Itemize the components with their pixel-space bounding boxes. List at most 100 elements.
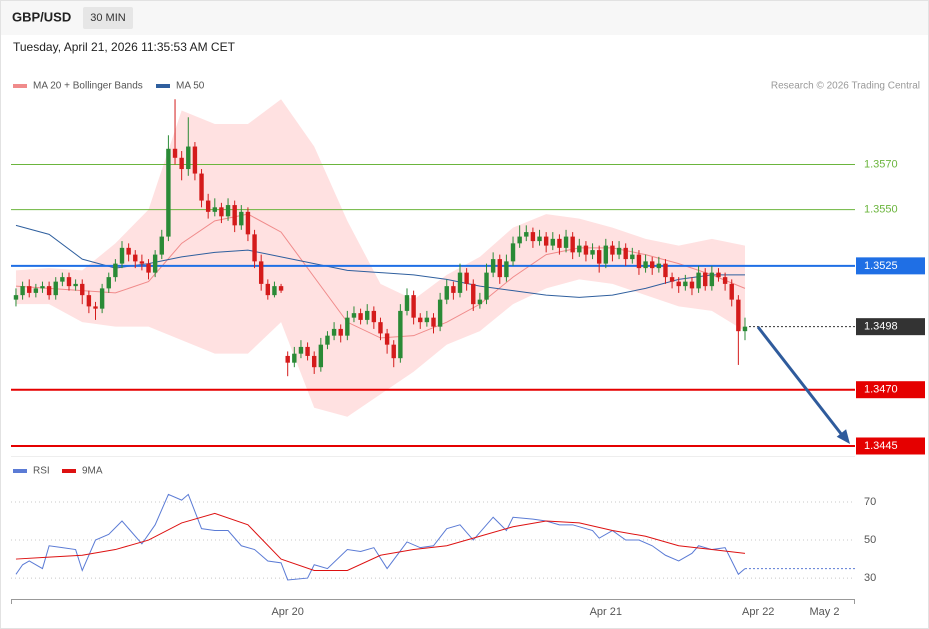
candle-body: [543, 236, 549, 246]
candle-body: [93, 306, 98, 309]
candle-body: [152, 254, 158, 273]
candle-body: [325, 335, 330, 345]
level-label: 1.3498: [864, 321, 898, 333]
candle-body: [126, 247, 131, 255]
candle-body: [60, 277, 65, 282]
candle-body: [40, 286, 45, 289]
candle-body: [331, 328, 337, 336]
candle-body: [630, 254, 635, 260]
candle-body: [285, 355, 290, 363]
candle-body: [80, 283, 85, 296]
x-tick-label: Apr 21: [590, 606, 622, 618]
candle-body: [418, 317, 423, 323]
candle-body: [451, 286, 456, 293]
x-tick-label: Apr 22: [742, 606, 774, 618]
candle-body: [729, 283, 734, 300]
candle-body: [510, 243, 516, 262]
candle-body: [530, 232, 536, 242]
timeframe: 30 MIN: [90, 12, 126, 24]
candle-body: [192, 146, 198, 174]
candle-body: [537, 236, 542, 242]
rsi-line: [15, 493, 746, 581]
candle-body: [663, 263, 668, 278]
legend-swatch: [13, 84, 27, 88]
candle-body: [179, 157, 184, 170]
candle-body: [404, 295, 410, 311]
forecast-arrow-head: [836, 429, 850, 444]
candle-body: [669, 277, 675, 282]
candle-body: [457, 272, 463, 293]
candle-body: [524, 232, 529, 237]
legend-swatch: [156, 84, 170, 88]
candle-body: [365, 310, 370, 320]
candle-body: [33, 288, 39, 293]
candle-body: [603, 245, 609, 264]
candle-body: [464, 272, 469, 284]
y-tick-label: 70: [864, 496, 876, 508]
candle-body: [166, 148, 171, 237]
candle-body: [431, 317, 436, 327]
candle-body: [437, 299, 443, 327]
candle-body: [650, 261, 655, 269]
candle-body: [338, 328, 343, 336]
candle-body: [46, 286, 52, 296]
candle-body: [616, 247, 622, 255]
x-tick-label: Apr 20: [271, 606, 303, 618]
candle-body: [471, 283, 476, 305]
timestamp: Tuesday, April 21, 2026 11:35:53 AM CET: [13, 40, 236, 54]
candle-body: [358, 313, 363, 320]
candle-body: [590, 250, 595, 255]
level-label: 1.3550: [864, 203, 898, 215]
candle-body: [444, 286, 449, 300]
candle-body: [636, 254, 642, 269]
candle-body: [27, 286, 32, 293]
candle-body: [272, 286, 277, 296]
x-tick-label: May 2: [810, 606, 840, 618]
candle-body: [139, 261, 145, 264]
y-tick-label: 30: [864, 572, 876, 584]
candle-body: [159, 236, 164, 255]
level-box: [856, 318, 925, 336]
legend-label: 9MA: [82, 466, 103, 477]
candle-body: [232, 205, 237, 226]
candle-body: [517, 236, 522, 244]
legend-swatch: [13, 469, 27, 473]
candle-body: [86, 295, 92, 307]
candle-body: [113, 263, 118, 278]
candle-body: [146, 263, 151, 273]
candle-body: [106, 277, 111, 289]
rsi-line: [15, 512, 746, 571]
candle-body: [186, 146, 191, 170]
candle-body: [477, 299, 483, 305]
y-tick-label: 50: [864, 534, 876, 546]
candle-body: [371, 310, 377, 323]
candle-body: [424, 317, 430, 323]
candle-body: [133, 254, 138, 262]
candle-body: [563, 236, 569, 248]
candle-body: [689, 281, 695, 289]
candle-body: [252, 234, 257, 262]
candle-body: [73, 283, 78, 287]
level-box: [856, 437, 925, 455]
candle-body: [623, 247, 628, 260]
candle-body: [610, 245, 615, 255]
candle-body: [13, 295, 19, 300]
level-box: [856, 381, 925, 399]
level-box: [856, 257, 925, 275]
candle-body: [53, 281, 58, 296]
candle-body: [384, 333, 390, 345]
candle-body: [550, 238, 555, 246]
candle-body: [278, 286, 284, 291]
candle-body: [225, 205, 231, 217]
candle-body: [265, 283, 271, 296]
candle-body: [312, 355, 317, 368]
legend-label: MA 50: [176, 81, 205, 92]
candle-body: [20, 286, 25, 296]
candle-body: [716, 272, 721, 278]
candle-body: [258, 261, 264, 284]
bollinger-band: [15, 99, 745, 417]
candle-body: [119, 247, 125, 264]
candle-body: [683, 281, 688, 287]
legend-label: RSI: [33, 466, 50, 477]
